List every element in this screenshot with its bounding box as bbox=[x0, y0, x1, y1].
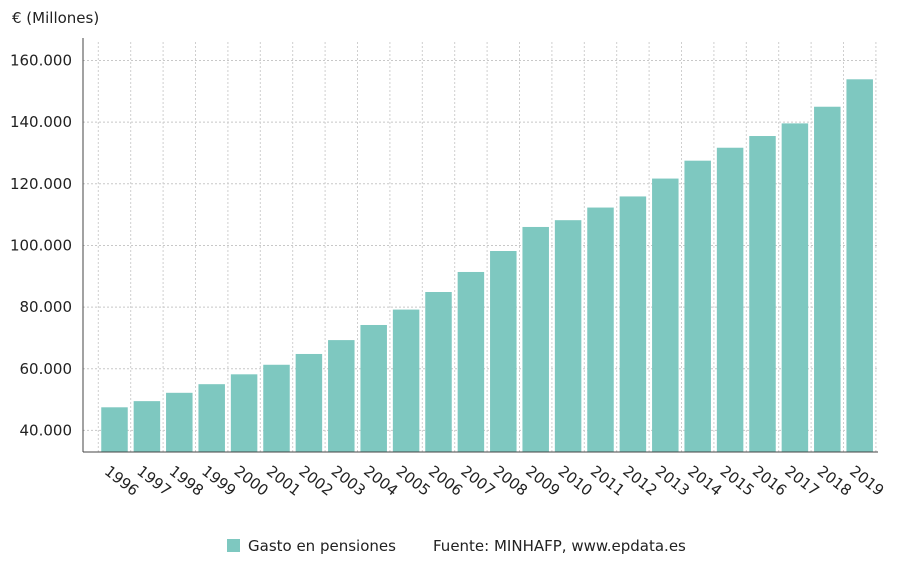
x-tick-label: 2015 bbox=[717, 462, 758, 500]
bar-2010 bbox=[554, 220, 582, 452]
x-tick-label: 1997 bbox=[133, 462, 174, 500]
y-tick-label: 60.000 bbox=[20, 360, 73, 378]
x-tick-label: 2010 bbox=[555, 462, 596, 500]
x-tick-label: 2002 bbox=[295, 462, 336, 500]
bar-2013 bbox=[652, 178, 679, 452]
bar-2002 bbox=[295, 353, 323, 452]
bar-2003 bbox=[328, 340, 355, 452]
y-tick-label: 80.000 bbox=[20, 298, 73, 316]
unit-label: € (Millones) bbox=[12, 9, 99, 27]
legend-label: Gasto en pensiones bbox=[248, 537, 396, 555]
x-tick-label: 2006 bbox=[425, 462, 466, 500]
grid bbox=[83, 42, 878, 452]
bar-2015 bbox=[716, 147, 744, 452]
x-axis-ticks: 1996199719981999200020012002200320042005… bbox=[101, 462, 887, 500]
bar-2011 bbox=[587, 207, 614, 452]
bars bbox=[101, 79, 873, 453]
x-tick-label: 2016 bbox=[749, 462, 790, 500]
x-tick-label: 2007 bbox=[457, 462, 498, 500]
bar-2019 bbox=[846, 79, 873, 452]
x-tick-label: 2001 bbox=[263, 462, 304, 500]
x-tick-label: 2018 bbox=[814, 462, 855, 500]
x-tick-label: 2003 bbox=[328, 462, 369, 500]
x-tick-label: 1996 bbox=[101, 462, 142, 500]
x-tick-label: 2019 bbox=[846, 462, 887, 500]
bar-2004 bbox=[360, 324, 387, 452]
axes bbox=[82, 38, 878, 453]
x-tick-label: 2011 bbox=[587, 462, 628, 500]
legend-swatch bbox=[227, 539, 240, 552]
x-tick-label: 1999 bbox=[198, 462, 239, 500]
x-tick-label: 2008 bbox=[490, 462, 531, 500]
bar-2016 bbox=[749, 136, 776, 452]
x-tick-label: 2009 bbox=[522, 462, 563, 500]
bar-2012 bbox=[619, 196, 647, 452]
bar-1996 bbox=[101, 407, 128, 452]
bar-2005 bbox=[392, 309, 420, 452]
x-tick-label: 2004 bbox=[360, 462, 401, 500]
legend: Gasto en pensiones Fuente: MINHAFP, www.… bbox=[227, 537, 686, 555]
source-label: Fuente: MINHAFP, www.epdata.es bbox=[433, 537, 686, 555]
bar-1999 bbox=[198, 384, 225, 452]
x-tick-label: 2013 bbox=[652, 462, 693, 500]
y-tick-label: 120.000 bbox=[10, 175, 72, 193]
x-tick-label: 2005 bbox=[393, 462, 434, 500]
y-axis-ticks: 40.000 60.000 80.000 100.000 120.000 140.000 1… bbox=[10, 51, 72, 439]
bar-1998 bbox=[166, 392, 193, 452]
bar-2017 bbox=[781, 123, 809, 453]
bar-2018 bbox=[814, 106, 841, 452]
y-tick-label: 40.000 bbox=[20, 421, 73, 439]
bar-2001 bbox=[263, 364, 290, 452]
bar-2008 bbox=[490, 251, 517, 452]
y-tick-label: 100.000 bbox=[10, 236, 72, 254]
x-tick-label: 2017 bbox=[781, 462, 822, 500]
x-tick-label: 1998 bbox=[166, 462, 207, 500]
bar-2006 bbox=[425, 292, 452, 452]
bar-2007 bbox=[457, 271, 485, 452]
x-tick-label: 2014 bbox=[684, 462, 725, 500]
x-tick-label: 2000 bbox=[231, 462, 272, 500]
bar-2009 bbox=[522, 226, 549, 452]
y-tick-label: 140.000 bbox=[10, 113, 72, 131]
bar-1997 bbox=[133, 401, 161, 452]
x-tick-label: 2012 bbox=[619, 462, 660, 500]
bar-2014 bbox=[684, 160, 711, 452]
y-tick-label: 160.000 bbox=[10, 51, 72, 69]
bar-2000 bbox=[230, 374, 258, 452]
